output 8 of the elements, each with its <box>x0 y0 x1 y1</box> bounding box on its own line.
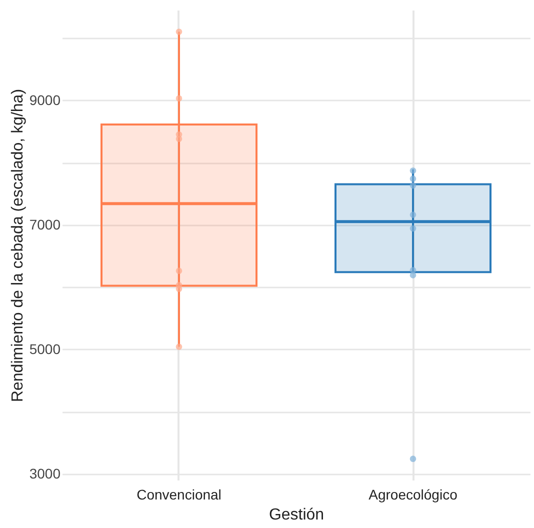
y-tick-label: 3000 <box>29 465 61 482</box>
x-axis-title: Gestión <box>268 506 324 524</box>
y-tick-label: 5000 <box>29 340 61 357</box>
y-tick-label: 9000 <box>29 92 61 108</box>
x-tick-label: Convencional <box>136 486 222 502</box>
y-tick-label: 7000 <box>29 216 61 232</box>
x-tick-label: Agroecológico <box>368 486 458 502</box>
y-axis-title: Rendimiento de la cebada (escalado, kg/ha) <box>9 88 26 402</box>
